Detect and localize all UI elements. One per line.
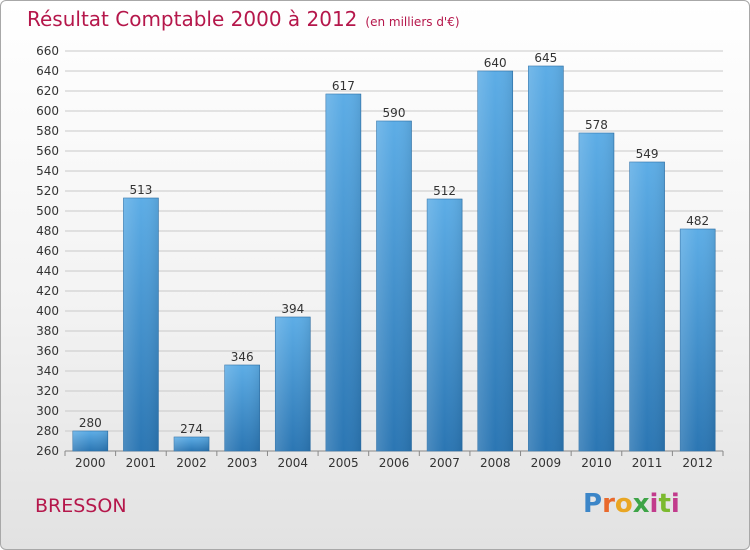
x-tick-label-2009: 2009 <box>531 456 562 470</box>
y-tick-label: 600 <box>36 104 59 118</box>
y-tick-label: 420 <box>36 284 59 298</box>
y-tick-label: 620 <box>36 84 59 98</box>
x-axis-ticks: 2000 2001 2002 2003 2004 2005 2006 2007 2008 2009… <box>64 451 724 470</box>
city-name: BRESSON <box>35 495 127 517</box>
logo-letter: x <box>632 489 650 519</box>
proxiti-logo: Proxiti <box>583 489 680 519</box>
bar-shine <box>325 94 361 451</box>
y-tick-label: 660 <box>36 44 59 58</box>
y-tick-label: 280 <box>36 424 59 438</box>
y-tick-label: 300 <box>36 404 59 418</box>
x-tick-label-2006: 2006 <box>379 456 410 470</box>
data-label-2011: 549 <box>636 147 659 161</box>
y-tick-label: 380 <box>36 324 59 338</box>
logo-letter: i <box>649 489 659 519</box>
data-label-2001: 513 <box>129 183 152 197</box>
data-label-2007: 512 <box>433 184 456 198</box>
data-label-2008: 640 <box>484 56 507 70</box>
bar-shine <box>427 199 463 451</box>
data-label-2004: 394 <box>281 302 304 316</box>
data-labels: 280 513 274 346 394 617 590 512 640 645 578 549 482 <box>79 51 709 436</box>
x-tick-label-2011: 2011 <box>632 456 663 470</box>
y-tick-label: 320 <box>36 384 59 398</box>
x-tick-label-2001: 2001 <box>126 456 157 470</box>
y-tick-label: 360 <box>36 344 59 358</box>
bar-shine <box>275 317 311 451</box>
data-label-2006: 590 <box>383 106 406 120</box>
y-axis-ticks: 260 280 300 320 340 360 380 400 420 440 460 480 500 5… <box>36 44 59 458</box>
y-tick-label: 400 <box>36 304 59 318</box>
data-label-2012: 482 <box>686 214 709 228</box>
logo-letter: P <box>583 489 603 519</box>
x-tick-label-2012: 2012 <box>682 456 713 470</box>
bar-shine <box>72 431 108 451</box>
bar-shine <box>629 162 665 451</box>
bars <box>72 65 716 452</box>
y-tick-label: 640 <box>36 64 59 78</box>
bar-shine <box>174 437 210 451</box>
x-tick-label-2004: 2004 <box>277 456 308 470</box>
data-label-2000: 280 <box>79 416 102 430</box>
bar-chart: 260 280 300 320 340 360 380 400 420 440 460 480 500 5… <box>36 44 724 470</box>
bar-shine <box>680 229 716 451</box>
logo-letter: o <box>614 489 633 519</box>
y-tick-label: 580 <box>36 124 59 138</box>
data-label-2002: 274 <box>180 422 203 436</box>
x-tick-label-2005: 2005 <box>328 456 359 470</box>
y-tick-label: 540 <box>36 164 59 178</box>
x-tick-label-2000: 2000 <box>75 456 106 470</box>
x-tick-label-2007: 2007 <box>429 456 460 470</box>
x-tick-label-2002: 2002 <box>176 456 207 470</box>
chart-subtitle: (en milliers d'€) <box>365 15 460 29</box>
y-tick-label: 560 <box>36 144 59 158</box>
chart-title: Résultat Comptable 2000 à 2012 (en millie… <box>27 7 460 31</box>
data-label-2010: 578 <box>585 118 608 132</box>
y-tick-label: 520 <box>36 184 59 198</box>
data-label-2009: 645 <box>534 51 557 65</box>
bar-shine <box>224 365 260 451</box>
logo-letter: r <box>602 489 615 519</box>
y-tick-label: 340 <box>36 364 59 378</box>
chart-title-text: Résultat Comptable 2000 à 2012 <box>27 7 358 31</box>
bar-shine <box>528 66 564 451</box>
logo-letter: t <box>658 489 671 519</box>
y-tick-label: 460 <box>36 244 59 258</box>
bar-shine <box>123 198 159 451</box>
data-label-2005: 617 <box>332 79 355 93</box>
x-tick-label-2003: 2003 <box>227 456 258 470</box>
data-label-2003: 346 <box>231 350 254 364</box>
bar-shine <box>477 71 513 451</box>
logo-letter: i <box>670 489 680 519</box>
bar-shine <box>376 121 412 451</box>
y-tick-label: 440 <box>36 264 59 278</box>
y-tick-label: 260 <box>36 444 59 458</box>
y-tick-label: 500 <box>36 204 59 218</box>
x-tick-label-2008: 2008 <box>480 456 511 470</box>
x-tick-label-2010: 2010 <box>581 456 612 470</box>
bar-shine <box>578 133 614 451</box>
y-tick-label: 480 <box>36 224 59 238</box>
